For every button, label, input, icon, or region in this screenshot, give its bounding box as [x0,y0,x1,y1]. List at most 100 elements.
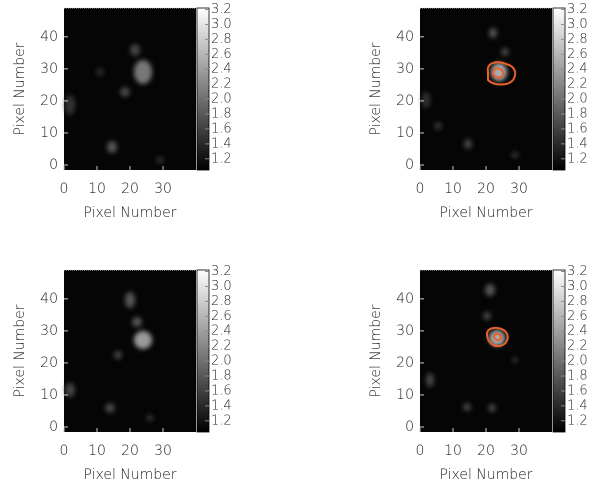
y-tick-label: 20 [40,355,58,371]
feature [483,312,491,320]
feature [422,92,430,108]
image [420,270,552,432]
feature [65,383,75,397]
x-tick-label: 0 [60,181,69,197]
feature [96,68,104,76]
feature [134,60,152,84]
feature [463,403,471,411]
image-features [422,28,519,158]
y-tick-label: 10 [40,125,58,141]
y-axis-label: Pixel Number [12,304,28,397]
colorbar-tick-label: 2.6 [567,309,588,324]
y-tick-label: 40 [40,291,58,307]
colorbar-tick-label: 1.6 [211,121,232,136]
y-tick-label: 10 [396,125,414,141]
y-axis-label: Pixel Number [368,42,384,135]
x-tick-label: 0 [416,181,425,197]
x-axis-label: Pixel Number [83,205,176,221]
feature [132,317,142,327]
y-tick-label: 40 [40,29,58,45]
colorbar-tick-label: 1.2 [567,151,588,166]
feature [105,403,115,413]
contour [491,67,505,79]
y-tick-label: 30 [396,61,414,77]
y-tick-label: 20 [40,93,58,109]
colorbar-tick-label: 2.0 [567,92,588,107]
colorbar-tick-label: 1.2 [211,151,232,166]
y-tick-label: 0 [405,419,414,435]
y-tick-label: 20 [396,355,414,371]
x-axis-label: Pixel Number [439,467,532,483]
colorbar-tick-label: 1.8 [211,107,232,122]
colorbar-tick-label: 2.4 [567,324,588,339]
colorbar-tick-label: 2.0 [211,92,232,107]
contour [492,333,503,341]
y-tick-label: 30 [40,323,58,339]
colorbar-tick-label: 2.4 [567,62,588,77]
feature [146,415,154,421]
x-tick-label: 10 [444,181,462,197]
colorbar-tick-label: 3.2 [211,264,232,279]
colorbar-tick-label: 1.4 [567,398,588,413]
y-tick-label: 10 [396,387,414,403]
feature [120,87,130,97]
feature [464,139,472,149]
feature [156,157,164,163]
x-tick-label: 10 [444,443,462,459]
feature [65,95,75,115]
image-features [426,284,518,412]
colorbar-tick-label: 3.0 [211,279,232,294]
colorbar-tick-label: 2.6 [211,309,232,324]
y-tick-label: 30 [396,323,414,339]
colorbar-tick-label: 3.0 [567,17,588,32]
x-tick-label: 30 [154,443,172,459]
feature [125,292,135,308]
colorbar [196,269,210,433]
panel: 0 10 20 30 0 10 20 30 40 Pixel Number Pixel Number… [12,264,232,483]
colorbar-tick-label: 2.8 [211,32,232,47]
colorbar-tick-label: 3.2 [567,264,588,279]
image [420,8,552,170]
panel: 0 10 20 30 0 10 20 30 40 Pixel Number Pixel Number… [368,264,588,483]
colorbar-tick-label: 2.8 [211,294,232,309]
colorbar [552,7,566,171]
feature [114,351,122,359]
colorbar-tick-label: 3.0 [567,279,588,294]
y-tick-label: 0 [49,419,58,435]
feature [134,331,152,349]
colorbar-tick-label: 2.4 [211,62,232,77]
colorbar-tick-label: 2.2 [211,77,232,92]
feature [485,284,495,296]
y-tick-label: 40 [396,29,414,45]
colorbar-tick-label: 3.2 [211,2,232,17]
feature [501,48,509,56]
image-features [65,292,154,421]
colorbar-tick-label: 3.2 [567,2,588,17]
colorbar-tick-label: 2.0 [567,354,588,369]
x-tick-label: 30 [154,181,172,197]
contour [485,326,509,348]
colorbar-tick-label: 1.6 [211,383,232,398]
colorbar-tick-label: 2.2 [567,77,588,92]
colorbar-tick-label: 1.2 [567,413,588,428]
x-tick-label: 20 [477,443,495,459]
y-axis-label: Pixel Number [368,304,384,397]
colorbar-tick-label: 2.6 [567,47,588,62]
colorbar-tick-label: 3.0 [211,17,232,32]
colorbar-tick-label: 2.8 [567,32,588,47]
feature [489,330,505,346]
x-tick-label: 0 [60,443,69,459]
colorbar-tick-label: 2.2 [567,339,588,354]
x-tick-label: 10 [88,443,106,459]
y-tick-label: 40 [396,291,414,307]
panel: 0 10 20 30 0 10 20 30 40 Pixel Number Pixel Number… [12,2,232,221]
colorbar-tick-label: 1.4 [567,136,588,151]
y-tick-label: 30 [40,61,58,77]
x-axis-label: Pixel Number [83,467,176,483]
colorbar-tick-label: 1.2 [211,413,232,428]
x-tick-label: 20 [121,443,139,459]
feature [489,28,497,38]
x-tick-label: 20 [121,181,139,197]
feature [511,152,519,158]
